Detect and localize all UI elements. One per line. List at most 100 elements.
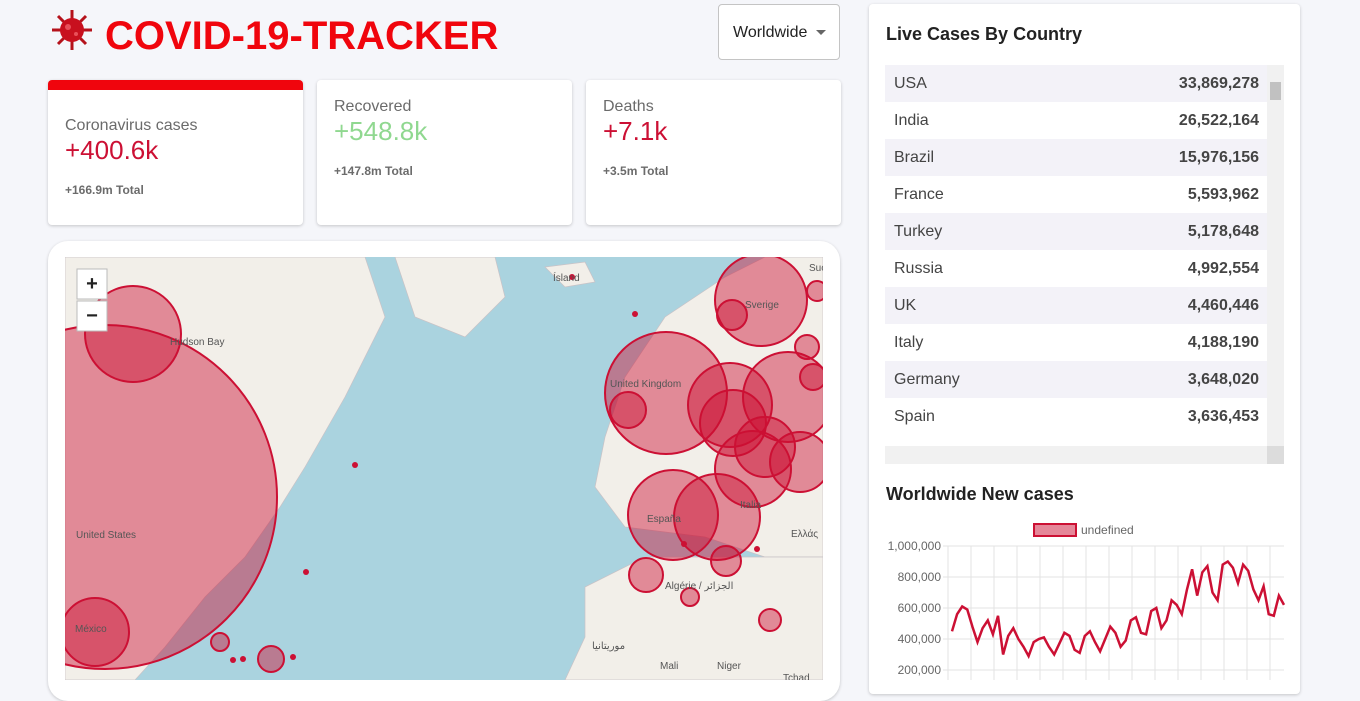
y-tick-label: 400,000 [898, 632, 942, 646]
table-row: USA 33,869,278 [885, 65, 1267, 102]
country-name: UK [894, 297, 917, 314]
country-name: Germany [894, 371, 960, 388]
case-bubble [257, 645, 285, 673]
vertical-scrollbar[interactable] [1267, 65, 1284, 446]
horizontal-scrollbar[interactable] [885, 446, 1284, 464]
series-line [950, 559, 1286, 660]
dropdown-value: Worldwide [733, 24, 808, 41]
map-label: United States [76, 530, 136, 541]
map[interactable]: Ísland Sverige United Kingdom España Italia U… [65, 257, 823, 680]
table-row: Russia 4,992,554 [885, 250, 1267, 287]
country-cases: 4,188,190 [1187, 334, 1259, 351]
country-dropdown[interactable]: Worldwide [718, 4, 840, 60]
map-label: Sverige [745, 300, 779, 311]
case-bubble [628, 557, 664, 593]
stat-value: +7.1k [603, 116, 668, 146]
legend-swatch [1033, 523, 1077, 537]
country-name: Brazil [894, 149, 935, 166]
country-name: Turkey [894, 223, 943, 240]
map-label: Tchad [783, 673, 810, 680]
virus-icon [52, 10, 92, 50]
country-cases: 3,648,020 [1187, 371, 1259, 388]
stat-total: +166.9m Total [65, 183, 144, 197]
stat-card[interactable]: Coronavirus cases +400.6k +166.9m Total [48, 80, 303, 225]
case-dot [754, 546, 760, 552]
map-label: Mali [660, 661, 678, 672]
y-tick-label: 200,000 [898, 663, 942, 677]
case-dot [230, 657, 236, 663]
map-label: Hudson Bay [170, 337, 224, 348]
zoom-button[interactable] [76, 300, 108, 332]
zoom-label: + [86, 273, 98, 295]
case-bubble [714, 257, 808, 347]
case-bubble [687, 362, 773, 448]
case-bubble [769, 431, 823, 493]
case-bubble [716, 299, 748, 331]
table-row: Brazil 15,976,156 [885, 139, 1267, 176]
case-bubble [758, 608, 782, 632]
map-label: Suo [809, 263, 823, 274]
case-bubble [65, 597, 130, 667]
stat-card[interactable]: Deaths +7.1k +3.5m Total [586, 80, 841, 225]
country-cases: 15,976,156 [1178, 149, 1259, 166]
chart-title: Worldwide New cases [886, 484, 1074, 504]
stat-total: +147.8m Total [334, 164, 413, 178]
case-dot [681, 541, 687, 547]
zoom-button[interactable] [76, 268, 108, 300]
map-label: Ελλάς [791, 528, 818, 540]
greenland [394, 257, 506, 338]
country-name: Spain [894, 408, 935, 425]
case-bubble [799, 363, 823, 391]
case-bubble [794, 334, 820, 360]
case-bubble [604, 331, 728, 455]
map-label: Algérie / الجزائر [665, 581, 733, 592]
legend-label: undefined [1081, 523, 1134, 537]
map-label: México [75, 624, 107, 635]
country-cases: 5,593,962 [1187, 186, 1259, 203]
stat-title: Deaths [603, 98, 654, 115]
dropdown-caret [816, 30, 826, 35]
new-cases-chart: 200,000 400,000 600,000 800,000 1,000,000 und… [888, 523, 1286, 680]
app-title: COVID-19-TRACKER [105, 14, 499, 58]
case-bubble [806, 280, 823, 302]
y-tick-label: 1,000,000 [888, 539, 942, 553]
case-bubble [84, 285, 182, 383]
africa [564, 556, 823, 680]
case-dot [303, 569, 309, 575]
cases-table: USA 33,869,278 India 26,522,164 Brazil 15,976… [885, 65, 1267, 435]
y-tick-label: 600,000 [898, 601, 942, 615]
map-label: Ísland [553, 271, 580, 284]
stat-value: +400.6k [65, 135, 159, 165]
map-label: United Kingdom [610, 379, 681, 390]
country-name: Italy [894, 334, 924, 351]
stat-value: +548.8k [334, 116, 428, 146]
country-cases: 4,992,554 [1187, 260, 1259, 277]
case-bubble [742, 351, 823, 443]
country-name: France [894, 186, 944, 203]
zoom-label: − [86, 305, 98, 327]
map-label: Niger [717, 661, 742, 672]
table-row: Turkey 5,178,648 [885, 213, 1267, 250]
table-row: India 26,522,164 [885, 102, 1267, 139]
map-label: Italia [740, 500, 762, 511]
stat-title: Recovered [334, 98, 412, 115]
case-dot [240, 656, 246, 662]
case-bubble [680, 587, 700, 607]
case-dot [290, 654, 296, 660]
stat-title: Coronavirus cases [65, 117, 198, 134]
table-row: UK 4,460,446 [885, 287, 1267, 324]
country-name: Russia [894, 260, 943, 277]
country-name: India [894, 112, 929, 129]
country-cases: 5,178,648 [1187, 223, 1259, 240]
case-bubble [609, 391, 647, 429]
table-row: Germany 3,648,020 [885, 361, 1267, 398]
stat-card[interactable]: Recovered +548.8k +147.8m Total [317, 80, 572, 225]
iceland [544, 261, 596, 288]
country-cases: 26,522,164 [1178, 112, 1259, 129]
case-dot [352, 462, 358, 468]
case-bubble [699, 389, 767, 457]
map-label: España [647, 514, 681, 525]
table-row: Italy 4,188,190 [885, 324, 1267, 361]
map-label: موريتانيا [592, 641, 625, 652]
case-bubble [734, 416, 796, 478]
